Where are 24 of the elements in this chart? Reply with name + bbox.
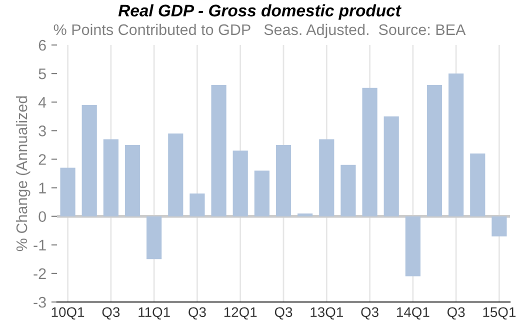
x-tick-label: Q3 <box>102 307 120 320</box>
chart-subtitle: % Points Contributed to GDP Seas. Adjusted. Source: BEA <box>54 24 466 38</box>
y-tick-label: 6 <box>38 40 46 51</box>
y-tick-label: -3 <box>34 296 46 308</box>
x-tick-label: 11Q1 <box>138 307 170 320</box>
chart-title: Real GDP - Gross domestic product <box>118 4 402 20</box>
y-tick-label: 1 <box>39 182 46 194</box>
x-tick-label: 10Q1 <box>52 307 84 320</box>
y-axis-title: % Change (Annualized <box>16 96 30 252</box>
y-tick-label: 3 <box>38 126 46 136</box>
x-tick-label: Q3 <box>188 307 206 320</box>
y-tick-label: 5 <box>38 68 46 80</box>
y-tick-label: 4 <box>38 97 46 108</box>
x-tick-label: Q3 <box>447 307 465 320</box>
y-tick-label: -2 <box>34 268 46 279</box>
x-tick-label: Q3 <box>274 307 292 320</box>
x-tick-label: Q3 <box>361 307 378 320</box>
x-tick-label: 13Q1 <box>310 307 343 320</box>
y-tick-label: -1 <box>34 240 46 250</box>
x-tick-label: 15Q1 <box>483 307 516 320</box>
y-tick-label: 0 <box>38 211 46 222</box>
y-tick-label: 2 <box>38 154 46 165</box>
x-tick-label: 14Q1 <box>397 307 430 320</box>
x-tick-label: 12Q1 <box>224 307 257 320</box>
